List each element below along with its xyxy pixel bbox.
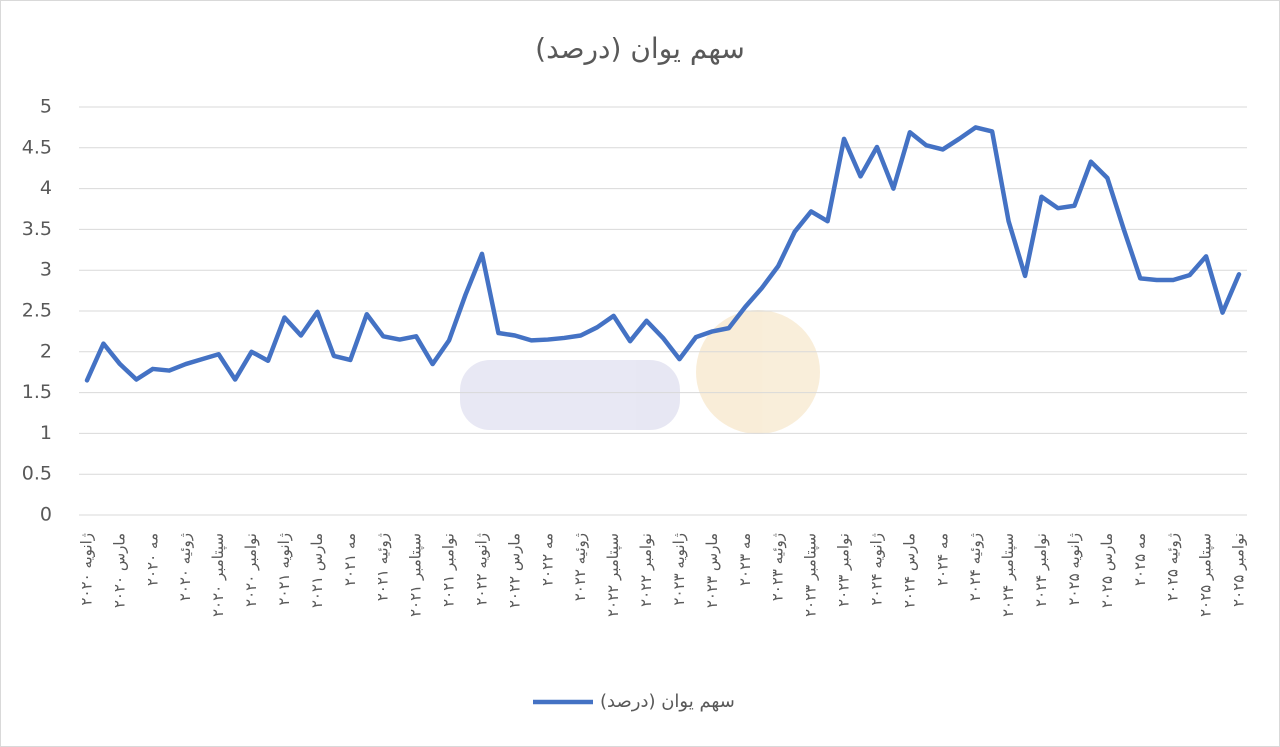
x-tick-label: نوامبر ۲۰۲۰ [242,533,260,607]
x-tick-label: مارس ۲۰۲۲ [505,533,523,608]
y-tick-label: 0.5 [22,463,52,485]
x-tick-label: ژوئیه ۲۰۲۰ [176,533,194,601]
x-tick-label: ژانویه ۲۰۲۲ [472,533,490,606]
y-tick-label: 4 [40,177,52,199]
x-tick-label: سپتامبر ۲۰۲۳ [802,533,821,617]
chart-title: سهم یوان (درصد) [535,32,745,65]
y-tick-label: 4.5 [22,136,52,158]
y-tick-label: 0 [40,504,52,526]
x-tick-label: نوامبر ۲۰۲۲ [637,533,655,607]
x-tick-label: ژانویه ۲۰۲۱ [275,533,293,606]
x-tick-label: مارس ۲۰۲۴ [900,533,918,608]
x-tick-label: مه ۲۰۲۲ [538,533,556,586]
x-tick-label: ژانویه ۲۰۲۵ [1065,533,1083,606]
x-tick-label: سپتامبر ۲۰۲۴ [999,533,1018,617]
x-tick-label: مه ۲۰۲۳ [736,533,754,586]
x-tick-label: ژوئیه ۲۰۲۲ [571,533,589,601]
y-tick-label: 3 [40,259,52,281]
x-tick-label: ژانویه ۲۰۲۰ [78,533,96,606]
x-tick-label: سپتامبر ۲۰۲۰ [209,533,228,617]
x-tick-label: مارس ۲۰۲۵ [1098,533,1116,608]
x-tick-label: نوامبر ۲۰۲۵ [1230,533,1248,607]
x-tick-label: ژانویه ۲۰۲۴ [867,533,885,606]
x-tick-label: مه ۲۰۲۵ [1131,533,1149,586]
legend-label: سهم یوان (درصد) [600,691,735,712]
x-tick-label: ژوئیه ۲۰۲۴ [966,533,984,601]
y-tick-label: 5 [40,96,52,118]
x-tick-label: مارس ۲۰۲۳ [703,533,721,608]
x-tick-label: نوامبر ۲۰۲۴ [1032,533,1050,607]
y-tick-label: 3.5 [22,218,52,240]
x-tick-label: ژوئیه ۲۰۲۱ [374,533,392,601]
x-tick-label: مه ۲۰۲۴ [933,533,951,586]
y-tick-label: 1.5 [22,381,52,403]
x-tick-label: سپتامبر ۲۰۲۲ [604,533,623,617]
x-tick-label: ژوئیه ۲۰۲۵ [1164,533,1182,601]
x-tick-label: مارس ۲۰۲۰ [110,533,128,608]
data-line [84,125,1242,383]
x-tick-label: سپتامبر ۲۰۲۱ [407,533,426,617]
y-tick-label: 2 [40,340,52,362]
x-tick-label: ژانویه ۲۰۲۳ [670,533,688,606]
y-tick-label: 1 [40,422,52,444]
watermark [460,310,820,434]
x-tick-label: نوامبر ۲۰۲۱ [440,533,458,607]
x-tick-label: ژوئیه ۲۰۲۳ [769,533,787,601]
y-tick-label: 2.5 [22,300,52,322]
x-tick-label: نوامبر ۲۰۲۳ [835,533,853,607]
x-tick-label: مه ۲۰۲۱ [341,533,359,586]
x-tick-label: مه ۲۰۲۰ [143,533,161,586]
x-tick-label: مارس ۲۰۲۱ [308,533,326,608]
watermark-text [460,360,680,430]
watermark-logo [696,310,820,434]
x-tick-label: سپتامبر ۲۰۲۵ [1197,533,1216,617]
